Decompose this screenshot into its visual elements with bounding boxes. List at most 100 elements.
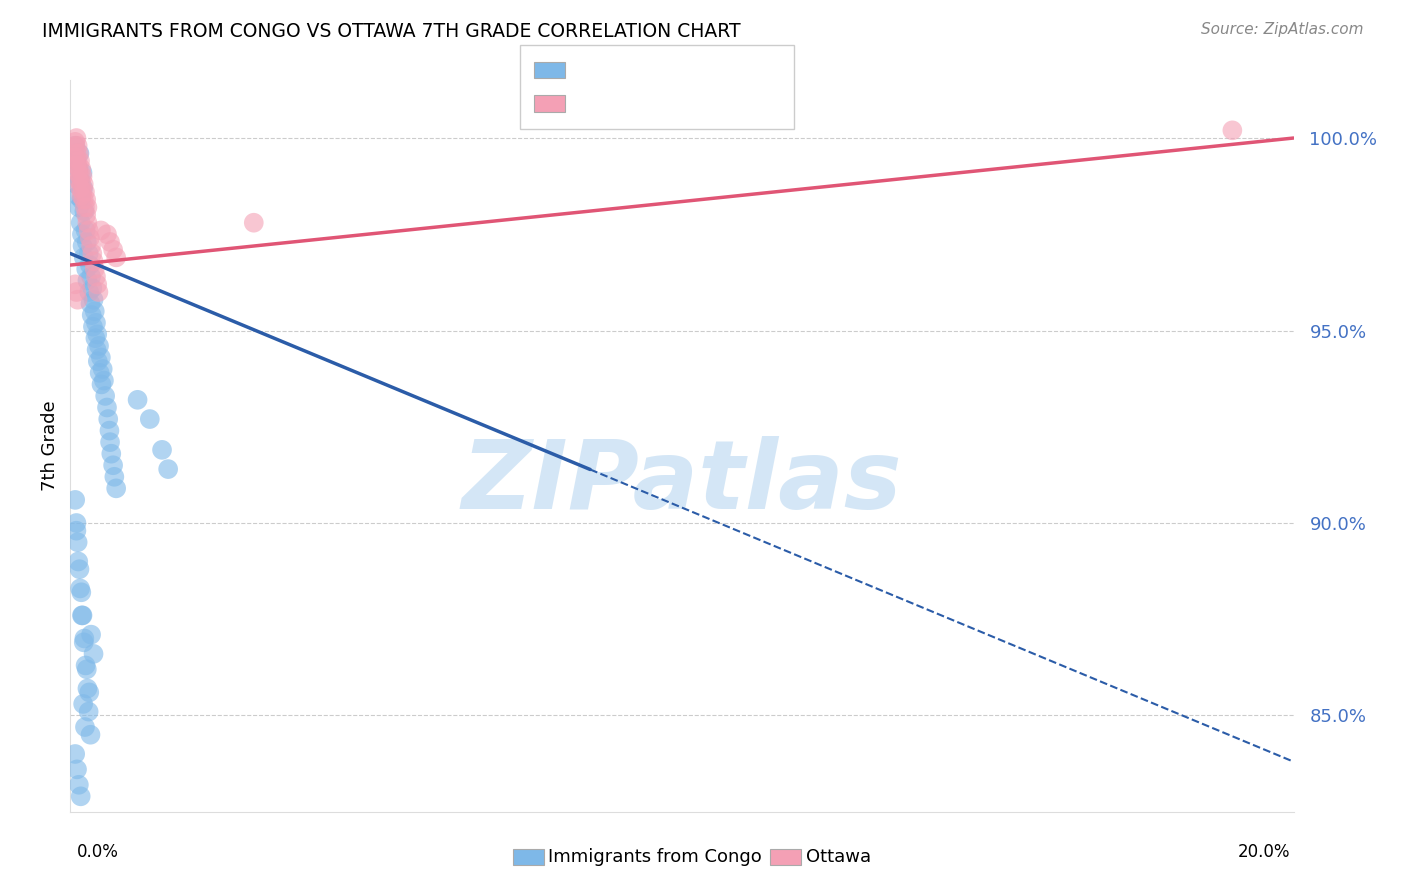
Point [73, 178, 96, 192]
Point [86, 277, 108, 292]
Point [83, 293, 105, 307]
Point [96, 401, 118, 415]
Point [77, 285, 100, 299]
Point [76, 681, 98, 696]
Point [76, 200, 98, 214]
Point [65, 178, 87, 192]
Point [72, 697, 94, 711]
Point [70, 227, 93, 242]
Point [63, 747, 86, 761]
Point [72, 166, 94, 180]
Point [70, 608, 93, 623]
Point [89, 366, 111, 380]
Point [91, 362, 114, 376]
Point [93, 374, 115, 388]
Point [73, 632, 96, 646]
Point [69, 181, 91, 195]
Point [73, 251, 96, 265]
Text: Ottawa: Ottawa [806, 848, 870, 866]
Y-axis label: 7th Grade: 7th Grade [41, 401, 59, 491]
Point [67, 554, 90, 568]
Point [98, 435, 121, 450]
Point [105, 481, 128, 495]
Point [76, 235, 98, 249]
Text: 80: 80 [730, 62, 755, 79]
Point [82, 319, 104, 334]
Point [77, 223, 100, 237]
Point [67, 146, 90, 161]
Point [63, 138, 86, 153]
Point [67, 173, 90, 187]
Point [86, 327, 108, 342]
Point [67, 778, 90, 792]
Text: ZIPatlas: ZIPatlas [461, 436, 903, 529]
Point [79, 231, 101, 245]
Point [150, 442, 173, 457]
Point [69, 169, 91, 184]
Point [67, 161, 90, 176]
Text: R =: R = [572, 95, 612, 112]
Point [67, 200, 90, 214]
Point [69, 154, 91, 169]
Point [98, 424, 121, 438]
Point [69, 562, 91, 576]
Point [73, 200, 96, 214]
Text: N =: N = [685, 95, 737, 112]
Text: 47: 47 [730, 95, 755, 112]
Point [75, 208, 97, 222]
Point [79, 728, 101, 742]
Text: Source: ZipAtlas.com: Source: ZipAtlas.com [1201, 22, 1364, 37]
Point [83, 261, 105, 276]
Point [69, 216, 91, 230]
Text: R =: R = [572, 62, 612, 79]
Point [103, 470, 125, 484]
Point [83, 254, 105, 268]
Point [67, 161, 90, 176]
Point [101, 243, 124, 257]
Point [75, 223, 97, 237]
Point [80, 308, 103, 322]
Point [100, 447, 122, 461]
Point [70, 193, 93, 207]
Text: N =: N = [685, 62, 737, 79]
Point [73, 193, 96, 207]
Point [72, 608, 94, 623]
Point [105, 251, 128, 265]
Point [77, 705, 100, 719]
Point [66, 188, 89, 202]
Point [96, 227, 118, 242]
Point [66, 535, 89, 549]
Point [86, 343, 108, 357]
Point [83, 647, 105, 661]
Point [80, 627, 103, 641]
Point [139, 412, 162, 426]
Point [77, 246, 100, 260]
Point [75, 193, 97, 207]
Point [65, 285, 87, 299]
Point [75, 261, 97, 276]
Point [72, 181, 94, 195]
Point [80, 269, 103, 284]
Point [76, 662, 98, 676]
Point [63, 138, 86, 153]
Point [65, 524, 87, 538]
Point [69, 789, 91, 804]
Point [80, 239, 103, 253]
Point [79, 258, 101, 272]
Point [87, 285, 110, 299]
Point [65, 158, 87, 172]
Point [63, 492, 86, 507]
Point [72, 185, 94, 199]
Point [157, 462, 180, 476]
Point [63, 150, 86, 164]
Text: 20.0%: 20.0% [1239, 843, 1291, 861]
Point [73, 204, 96, 219]
Point [84, 316, 107, 330]
Text: IMMIGRANTS FROM CONGO VS OTTAWA 7TH GRADE CORRELATION CHART: IMMIGRANTS FROM CONGO VS OTTAWA 7TH GRAD… [42, 22, 741, 41]
Point [76, 273, 98, 287]
Point [90, 377, 112, 392]
Point [66, 293, 89, 307]
Point [79, 296, 101, 310]
Point [63, 277, 86, 292]
Point [70, 178, 93, 192]
